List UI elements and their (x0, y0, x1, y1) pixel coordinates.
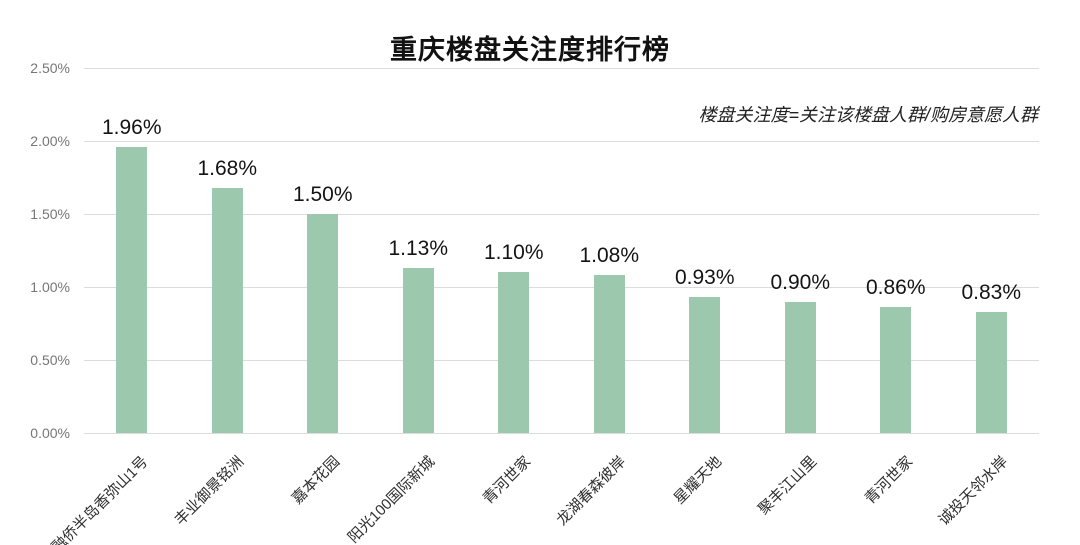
x-category-label: 青河世家 (861, 453, 916, 508)
bar-value-label: 1.50% (292, 183, 353, 206)
gridline (84, 433, 1039, 434)
bar (593, 275, 625, 433)
bar (402, 268, 434, 433)
chart-title: 重庆楼盘关注度排行榜 (390, 35, 670, 65)
bar (211, 187, 243, 433)
y-tick-label: 2.50% (30, 60, 70, 76)
bar (975, 311, 1007, 433)
bar (689, 297, 721, 433)
bar-value-label: 0.86% (865, 276, 926, 300)
bar (880, 307, 912, 433)
bar-value-label: 0.90% (770, 270, 831, 294)
gridline (84, 287, 1039, 288)
y-tick-label: 0.00% (30, 425, 70, 441)
chart-annotation: 楼盘关注度=关注该楼盘人群/购房意愿人群 (698, 105, 1038, 125)
y-tick-label: 2.00% (30, 133, 70, 149)
x-category-label: 青河世家 (479, 453, 534, 508)
x-category-label: 龙湖春森彼岸 (553, 453, 630, 529)
x-category-label: 聚丰江山里 (755, 453, 821, 519)
gridline (84, 141, 1039, 142)
bar-value-label: 0.83% (961, 280, 1022, 304)
gridline (84, 214, 1039, 215)
bar (116, 146, 148, 433)
x-category-label: 丰业御景铭洲 (171, 453, 248, 529)
x-category-label: 阳光100国际新城 (345, 453, 439, 545)
bar-value-label: 1.10% (483, 241, 544, 265)
y-tick-label: 1.00% (30, 279, 70, 295)
y-tick-label: 1.50% (30, 206, 70, 222)
x-category-label: 诚投天邻水岸 (935, 453, 1012, 529)
bar (307, 214, 339, 433)
x-category-label: 融侨半岛香弥山1号 (49, 453, 152, 545)
bar-value-label: 1.08% (579, 244, 640, 268)
bar-value-label: 1.13% (388, 237, 449, 261)
x-category-label: 嘉本花园 (288, 453, 343, 508)
gridline (84, 68, 1039, 69)
bar-value-label: 0.93% (674, 266, 735, 290)
bar-value-label: 1.96% (101, 115, 162, 139)
bar (784, 301, 816, 433)
gridline (84, 360, 1039, 361)
bar (498, 272, 530, 433)
bar-value-label: 1.68% (197, 156, 258, 180)
y-tick-label: 0.50% (30, 352, 70, 368)
x-category-label: 星耀天地 (670, 453, 725, 508)
